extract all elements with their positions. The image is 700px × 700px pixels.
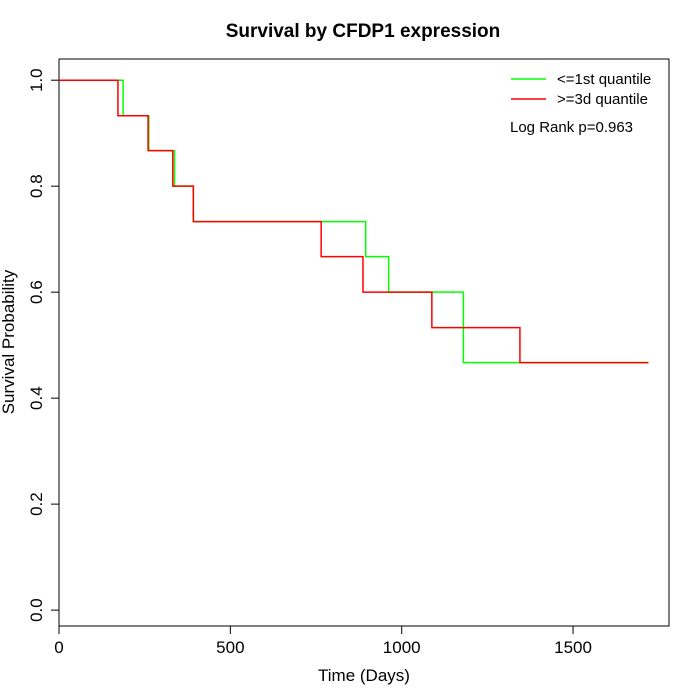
x-tick-label: 1000: [383, 638, 421, 657]
x-axis: 0 500 1000 1500: [54, 626, 592, 657]
x-tick-label: 500: [216, 638, 244, 657]
x-axis-label: Time (Days): [318, 666, 410, 685]
legend-label: >=3d quantile: [557, 91, 648, 108]
y-tick-label: 0.8: [27, 174, 46, 198]
legend-label: <=1st quantile: [557, 71, 651, 88]
series-layer: [59, 79, 649, 364]
y-axis-label: Survival Probability: [0, 269, 18, 414]
y-tick-label: 0.4: [27, 386, 46, 410]
survival-curve-series-2: [59, 79, 649, 364]
y-axis: 0.0 0.2 0.4 0.6 0.8 1.0: [27, 68, 59, 622]
plot-frame: [58, 58, 670, 627]
y-tick-label: 1.0: [27, 68, 46, 92]
legend: <=1st quantile >=3d quantile: [511, 71, 651, 108]
chart-title: Survival by CFDP1 expression: [226, 21, 501, 42]
x-tick-label: 0: [54, 638, 63, 657]
y-tick-label: 0.2: [27, 492, 46, 516]
y-tick-label: 0.0: [27, 598, 46, 622]
log-rank-annotation: Log Rank p=0.963: [510, 119, 633, 136]
x-tick-label: 1500: [554, 638, 592, 657]
y-tick-label: 0.6: [27, 280, 46, 304]
